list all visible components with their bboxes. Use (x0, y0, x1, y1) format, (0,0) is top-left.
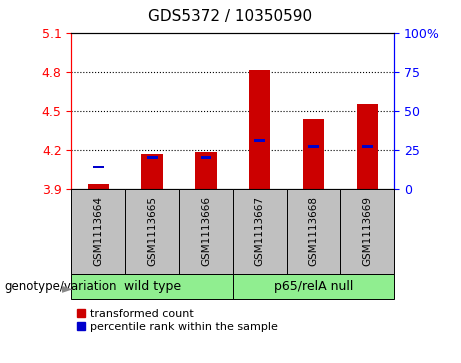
Text: GSM1113667: GSM1113667 (254, 196, 265, 266)
Text: GDS5372 / 10350590: GDS5372 / 10350590 (148, 9, 313, 24)
Text: GSM1113669: GSM1113669 (362, 196, 372, 266)
FancyBboxPatch shape (233, 274, 394, 299)
Text: GSM1113668: GSM1113668 (308, 196, 319, 266)
Bar (303, 118, 324, 189)
FancyBboxPatch shape (179, 189, 233, 274)
Bar (254, 139, 265, 142)
FancyBboxPatch shape (125, 189, 179, 274)
Text: genotype/variation: genotype/variation (5, 280, 117, 293)
Text: wild type: wild type (124, 280, 181, 293)
FancyBboxPatch shape (287, 189, 340, 274)
Bar (356, 104, 378, 189)
Text: GSM1113664: GSM1113664 (93, 196, 103, 266)
Text: p65/relA null: p65/relA null (274, 280, 353, 293)
Bar (201, 156, 211, 159)
FancyBboxPatch shape (340, 189, 394, 274)
Text: GSM1113665: GSM1113665 (147, 196, 157, 266)
Bar (362, 146, 372, 148)
Bar (249, 70, 271, 189)
Bar (147, 156, 158, 159)
FancyBboxPatch shape (71, 274, 233, 299)
Bar (308, 146, 319, 148)
FancyBboxPatch shape (71, 189, 125, 274)
Bar (88, 184, 109, 189)
Text: ►: ► (61, 281, 72, 295)
Bar (142, 154, 163, 189)
Legend: transformed count, percentile rank within the sample: transformed count, percentile rank withi… (77, 309, 278, 332)
Bar (93, 166, 104, 168)
FancyBboxPatch shape (233, 189, 287, 274)
Bar (195, 152, 217, 189)
Text: GSM1113666: GSM1113666 (201, 196, 211, 266)
